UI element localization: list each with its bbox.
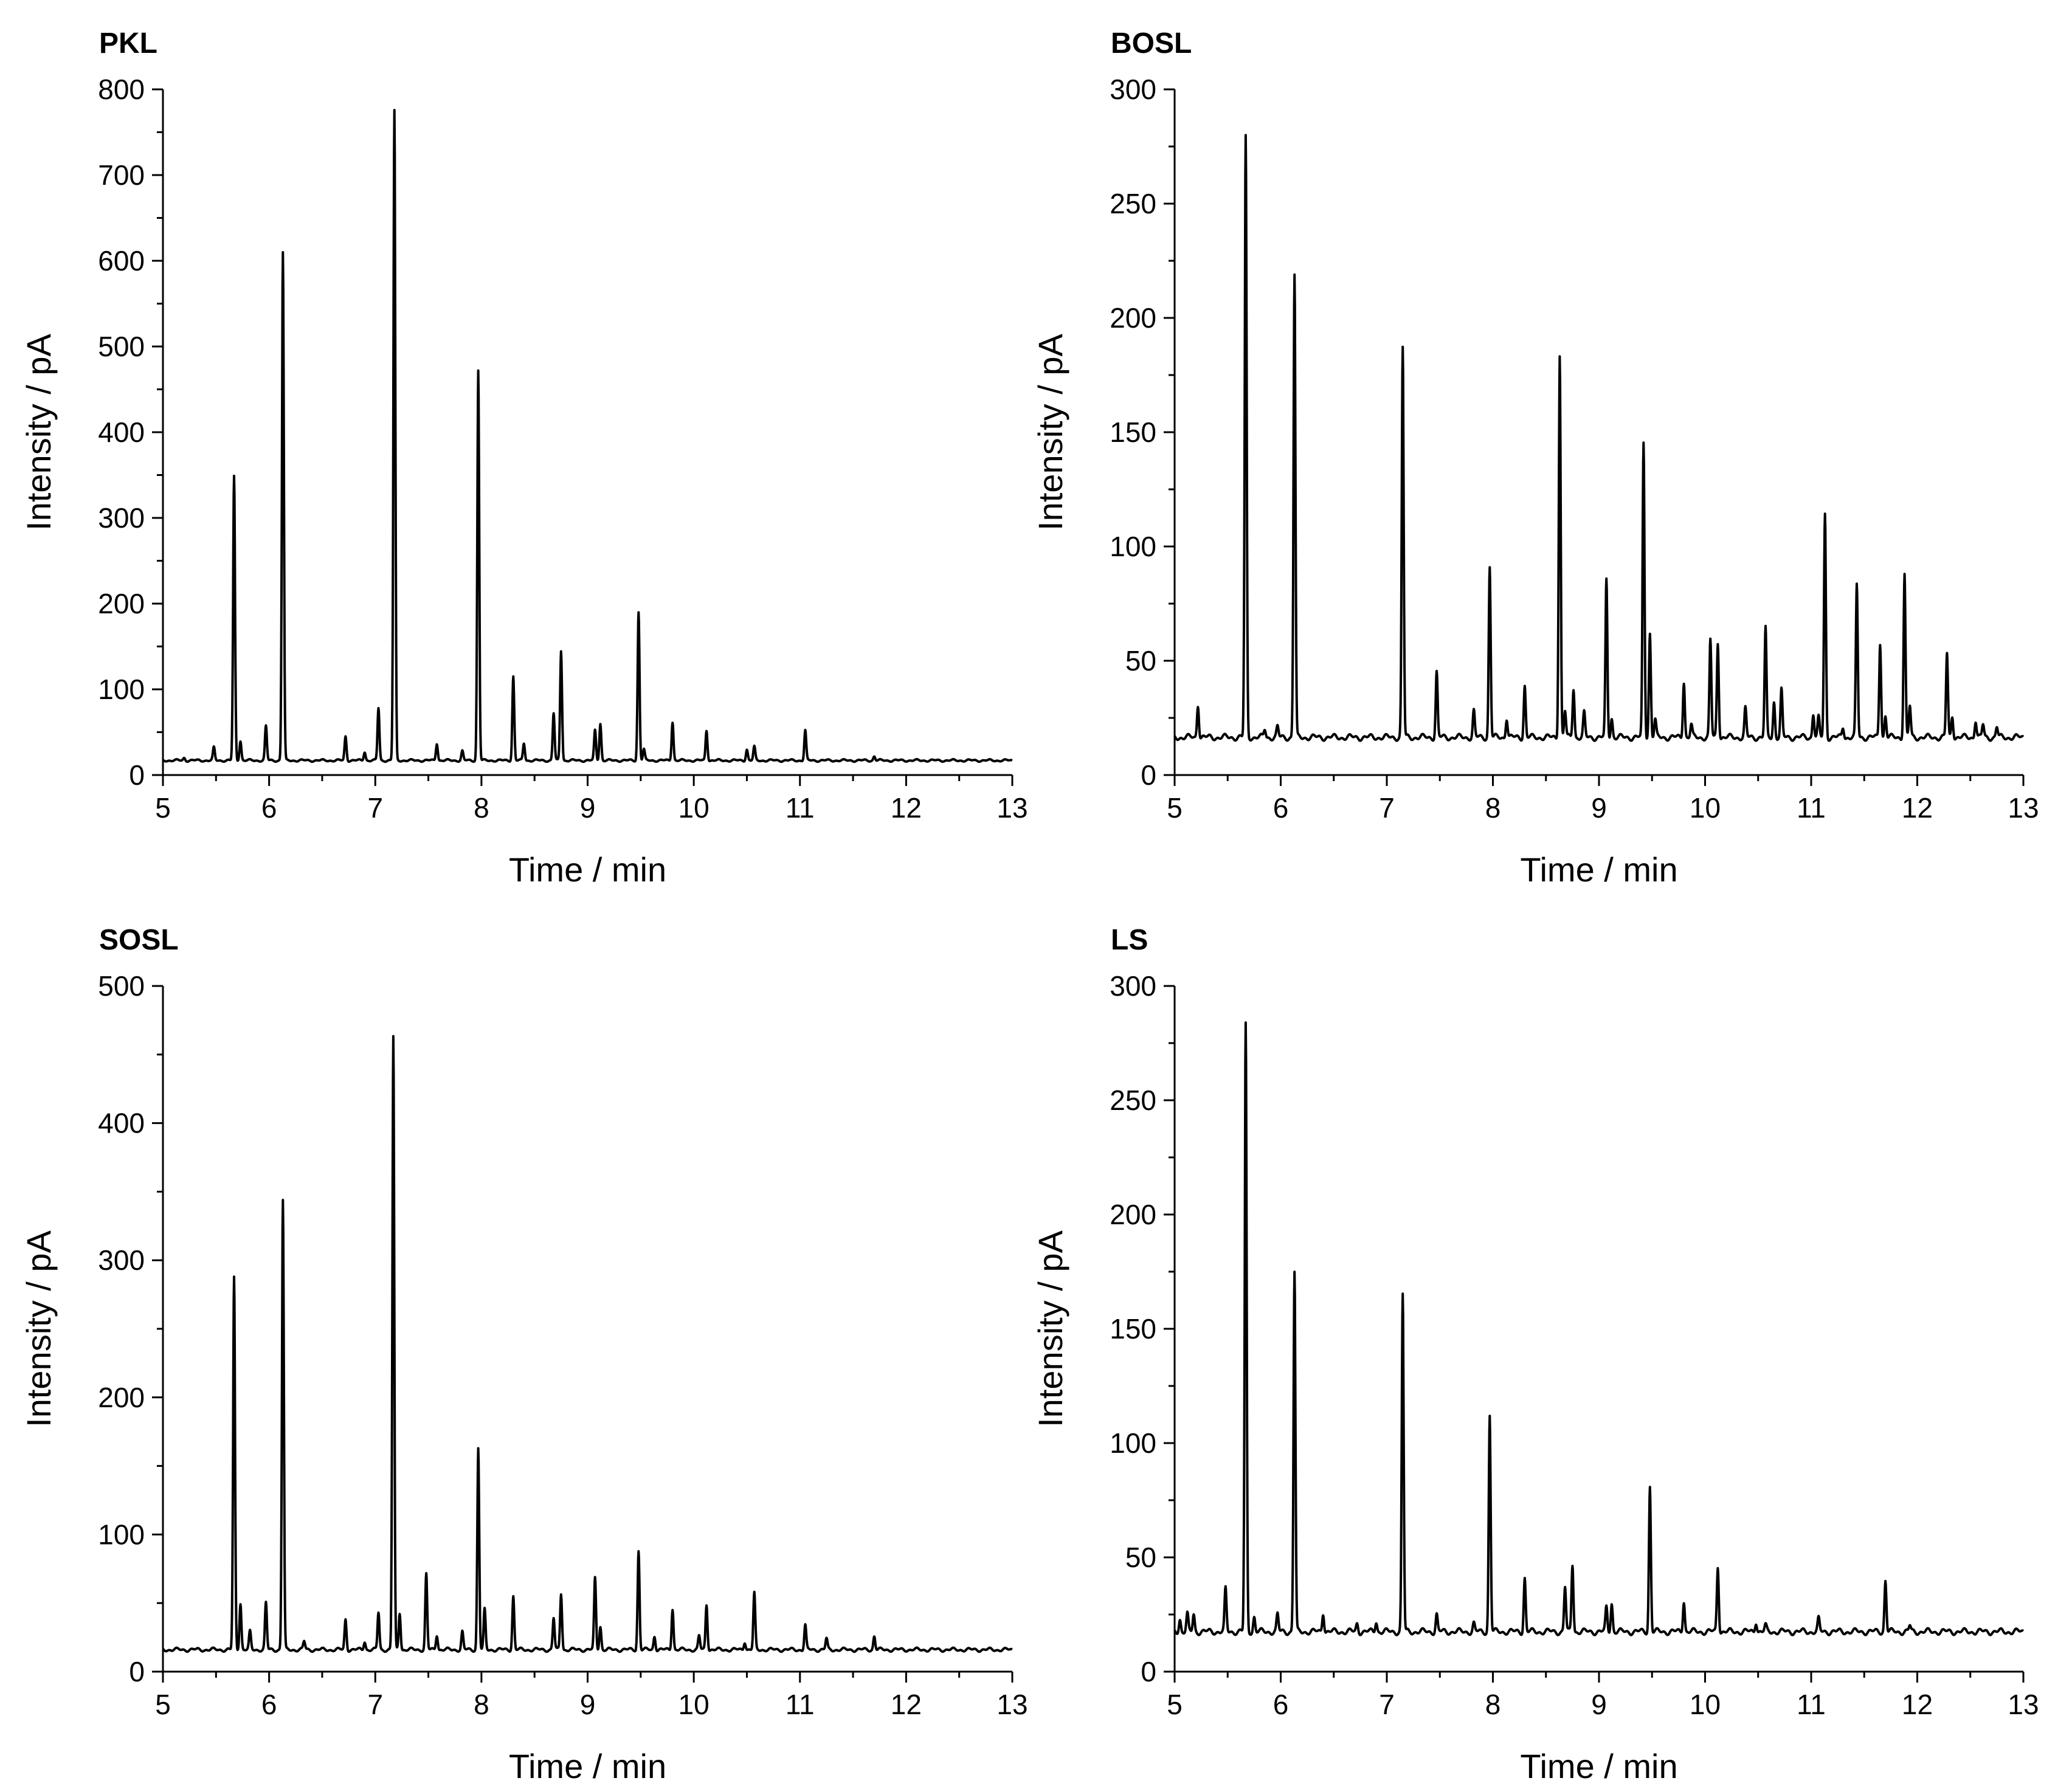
y-tick-label: 150 bbox=[1110, 416, 1156, 448]
y-tick-label: 250 bbox=[1110, 1084, 1156, 1116]
x-tick-label: 6 bbox=[261, 1689, 277, 1720]
y-tick-label: 150 bbox=[1110, 1313, 1156, 1345]
y-tick-label: 300 bbox=[98, 502, 145, 534]
y-tick-label: 200 bbox=[1110, 1199, 1156, 1230]
x-tick-label: 13 bbox=[2008, 792, 2039, 824]
x-tick-label: 10 bbox=[1690, 1689, 1721, 1720]
y-tick-label: 500 bbox=[98, 970, 145, 1002]
x-tick-label: 10 bbox=[679, 792, 710, 824]
y-tick-label: 50 bbox=[1125, 645, 1156, 677]
x-tick-label: 6 bbox=[1273, 792, 1289, 824]
y-tick-label: 100 bbox=[1110, 531, 1156, 562]
panel-sosl: 5 6 7 8 9 10 11 12 13 0 100 200 300 400 500 Time / min I… bbox=[19, 924, 1028, 1785]
x-axis-title: Time / min bbox=[1520, 1747, 1677, 1785]
x-tick-label: 13 bbox=[2008, 1689, 2039, 1720]
x-tick-label: 12 bbox=[891, 1689, 922, 1720]
y-tick-label: 100 bbox=[98, 1518, 145, 1550]
panel-title-sosl: SOSL bbox=[99, 924, 179, 956]
x-tick-label: 5 bbox=[1167, 1689, 1183, 1720]
x-axis-title: Time / min bbox=[509, 850, 666, 889]
y-tick-label: 200 bbox=[1110, 302, 1156, 334]
x-tick-label: 9 bbox=[580, 1689, 596, 1720]
y-tick-label: 250 bbox=[1110, 188, 1156, 219]
y-axis-title: Intensity / pA bbox=[19, 1230, 58, 1427]
x-tick-label: 5 bbox=[155, 1689, 171, 1720]
y-tick-label: 300 bbox=[1110, 970, 1156, 1002]
x-tick-label: 13 bbox=[996, 792, 1027, 824]
x-axis-title: Time / min bbox=[509, 1747, 666, 1785]
x-tick-label: 11 bbox=[786, 1689, 815, 1720]
y-tick-label: 200 bbox=[98, 588, 145, 619]
panel-bosl: 5 6 7 8 9 10 11 12 13 0 50 100 150 200 250 300 Time / mi… bbox=[1031, 27, 2039, 889]
y-tick-label: 0 bbox=[1141, 1656, 1156, 1687]
x-axis-title: Time / min bbox=[1520, 850, 1677, 889]
x-tick-label: 9 bbox=[1591, 792, 1607, 824]
series-line-ls bbox=[1173, 1021, 2025, 1636]
x-tick-label: 5 bbox=[155, 792, 171, 824]
x-tick-label: 9 bbox=[580, 792, 596, 824]
series-line-bosl bbox=[1173, 134, 2025, 742]
y-tick-label: 800 bbox=[98, 74, 145, 105]
x-tick-label: 7 bbox=[1379, 1689, 1395, 1720]
x-tick-label: 10 bbox=[1690, 792, 1721, 824]
y-tick-label: 0 bbox=[129, 759, 145, 791]
x-tick-label: 10 bbox=[679, 1689, 710, 1720]
x-tick-label: 11 bbox=[786, 792, 815, 824]
x-tick-label: 8 bbox=[1485, 792, 1501, 824]
x-tick-label: 8 bbox=[1485, 1689, 1501, 1720]
x-tick-label: 6 bbox=[261, 792, 277, 824]
series-line-sosl bbox=[162, 1035, 1014, 1653]
x-tick-label: 7 bbox=[367, 1689, 383, 1720]
x-tick-label: 13 bbox=[996, 1689, 1027, 1720]
y-tick-label: 100 bbox=[1110, 1427, 1156, 1459]
y-tick-label: 100 bbox=[98, 674, 145, 705]
y-axis-title: Intensity / pA bbox=[1031, 1230, 1069, 1427]
x-tick-label: 5 bbox=[1167, 792, 1183, 824]
y-tick-label: 300 bbox=[1110, 74, 1156, 105]
panel-title-ls: LS bbox=[1111, 924, 1148, 956]
y-tick-label: 300 bbox=[98, 1244, 145, 1276]
y-tick-label: 400 bbox=[98, 1108, 145, 1139]
x-tick-label: 6 bbox=[1273, 1689, 1289, 1720]
y-tick-label: 600 bbox=[98, 245, 145, 277]
x-tick-label: 8 bbox=[474, 1689, 489, 1720]
x-tick-label: 12 bbox=[891, 792, 922, 824]
y-tick-label: 700 bbox=[98, 159, 145, 191]
y-tick-label: 400 bbox=[98, 416, 145, 448]
y-tick-label: 200 bbox=[98, 1382, 145, 1413]
y-axis-title: Intensity / pA bbox=[1031, 333, 1069, 530]
x-tick-label: 7 bbox=[367, 792, 383, 824]
x-tick-label: 12 bbox=[1902, 792, 1933, 824]
x-tick-label: 8 bbox=[474, 792, 489, 824]
x-tick-label: 12 bbox=[1902, 1689, 1933, 1720]
panel-title-pkl: PKL bbox=[99, 27, 157, 60]
panel-pkl: 5 6 7 8 9 10 11 12 13 0 100 200 300 400 500 600 700 800 Ti… bbox=[19, 27, 1028, 889]
series-line-pkl bbox=[162, 109, 1014, 763]
panel-title-bosl: BOSL bbox=[1111, 27, 1192, 60]
x-tick-label: 9 bbox=[1591, 1689, 1607, 1720]
x-tick-label: 7 bbox=[1379, 792, 1395, 824]
x-tick-label: 11 bbox=[1797, 1689, 1826, 1720]
y-tick-label: 500 bbox=[98, 331, 145, 362]
y-tick-label: 0 bbox=[129, 1656, 145, 1687]
y-tick-label: 0 bbox=[1141, 759, 1156, 791]
y-axis-title: Intensity / pA bbox=[19, 333, 58, 530]
x-tick-label: 11 bbox=[1797, 792, 1826, 824]
panel-ls: 5 6 7 8 9 10 11 12 13 0 50 100 150 200 250 300 Time / mi… bbox=[1031, 924, 2039, 1785]
y-tick-label: 50 bbox=[1125, 1542, 1156, 1573]
